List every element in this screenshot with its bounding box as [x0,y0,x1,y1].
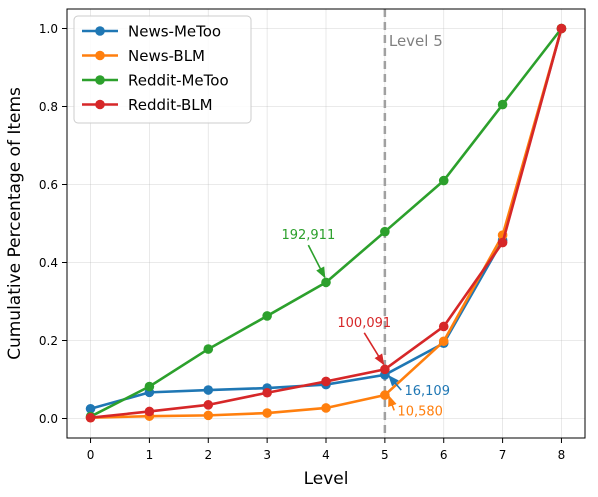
x-tick-label-2: 2 [204,448,212,462]
y-tick-label-0-4: 0.4 [39,256,58,270]
annotation-arrow-192-911 [307,244,326,279]
data-point-reddit-metoo-5 [380,226,390,237]
data-point-news-blm-4 [321,403,331,413]
data-point-news-blm-6 [438,336,449,347]
annotation-arrow-100-091 [363,332,385,366]
legend-label-news-blm: News-BLM [128,47,205,65]
annotation-label-16-109: 16,109 [404,384,450,399]
data-point-reddit-blm-4 [321,376,331,387]
y-tick-label-0-6: 0.6 [39,178,58,192]
legend-box [73,15,252,124]
data-point-reddit-metoo-1 [144,381,155,392]
legend-item-reddit-blm: Reddit-BLM [82,96,213,114]
x-tick-label-7: 7 [499,448,507,462]
data-point-reddit-blm-6 [438,321,449,332]
x-axis-label: Level [304,469,349,489]
annotation-arrow-16-109 [388,374,402,391]
data-point-news-metoo-2 [203,385,214,395]
data-point-reddit-metoo-6 [438,175,449,186]
legend-marker-news-metoo [95,26,105,36]
y-tick-label-0-2: 0.2 [39,334,58,348]
data-point-news-blm-2 [203,410,214,421]
y-tick-label-1-0: 1.0 [39,22,58,36]
x-tick-label-0: 0 [87,448,95,462]
data-point-reddit-metoo-2 [203,344,214,354]
data-point-reddit-blm-7 [497,237,508,248]
legend-label-news-metoo: News-MeToo [128,23,221,41]
data-point-reddit-blm-1 [144,406,155,417]
annotation-label-100-091: 100,091 [337,316,391,331]
data-point-reddit-metoo-7 [497,99,508,110]
legend-item-news-blm: News-BLM [82,47,205,65]
series-reddit-blm [85,23,567,423]
y-axis-label: Cumulative Percentage of Items [5,87,25,360]
legend-item-reddit-metoo: Reddit-MeToo [82,72,229,90]
legend-item-news-metoo: News-MeToo [82,23,221,41]
data-point-news-metoo-0 [85,403,96,414]
legend-marker-reddit-blm [95,99,105,110]
data-point-reddit-blm-8 [556,23,567,34]
data-point-news-blm-5 [380,390,390,400]
legend-label-reddit-metoo: Reddit-MeToo [128,72,229,90]
legend-marker-reddit-metoo [95,75,105,85]
x-tick-label-3: 3 [263,448,271,462]
annotation-label-192-911: 192,911 [281,228,335,243]
data-point-reddit-metoo-4 [321,277,331,288]
x-tick-label-4: 4 [322,448,330,462]
data-point-reddit-metoo-3 [262,311,272,321]
data-point-news-blm-3 [262,408,272,418]
annotation-label-10-580: 10,580 [397,404,443,419]
data-point-reddit-blm-3 [262,387,272,398]
legend-label-reddit-blm: Reddit-BLM [128,96,213,114]
data-point-reddit-blm-2 [203,400,214,410]
x-tick-label-8: 8 [558,448,566,462]
annotation-arrow-10-580 [388,395,397,411]
data-point-reddit-blm-0 [85,412,96,423]
x-tick-label-5: 5 [381,448,389,462]
y-tick-label-0-0: 0.0 [39,412,58,426]
reference-line-label: Level 5 [389,32,443,50]
legend: News-MeToo News-BLM Reddit-MeToo Reddit-BLM [73,15,252,124]
x-tick-label-6: 6 [440,448,448,462]
x-tick-label-1: 1 [146,448,154,462]
data-point-reddit-blm-5 [380,364,390,375]
y-tick-label-0-8: 0.8 [39,100,58,114]
legend-marker-news-blm [95,50,105,61]
